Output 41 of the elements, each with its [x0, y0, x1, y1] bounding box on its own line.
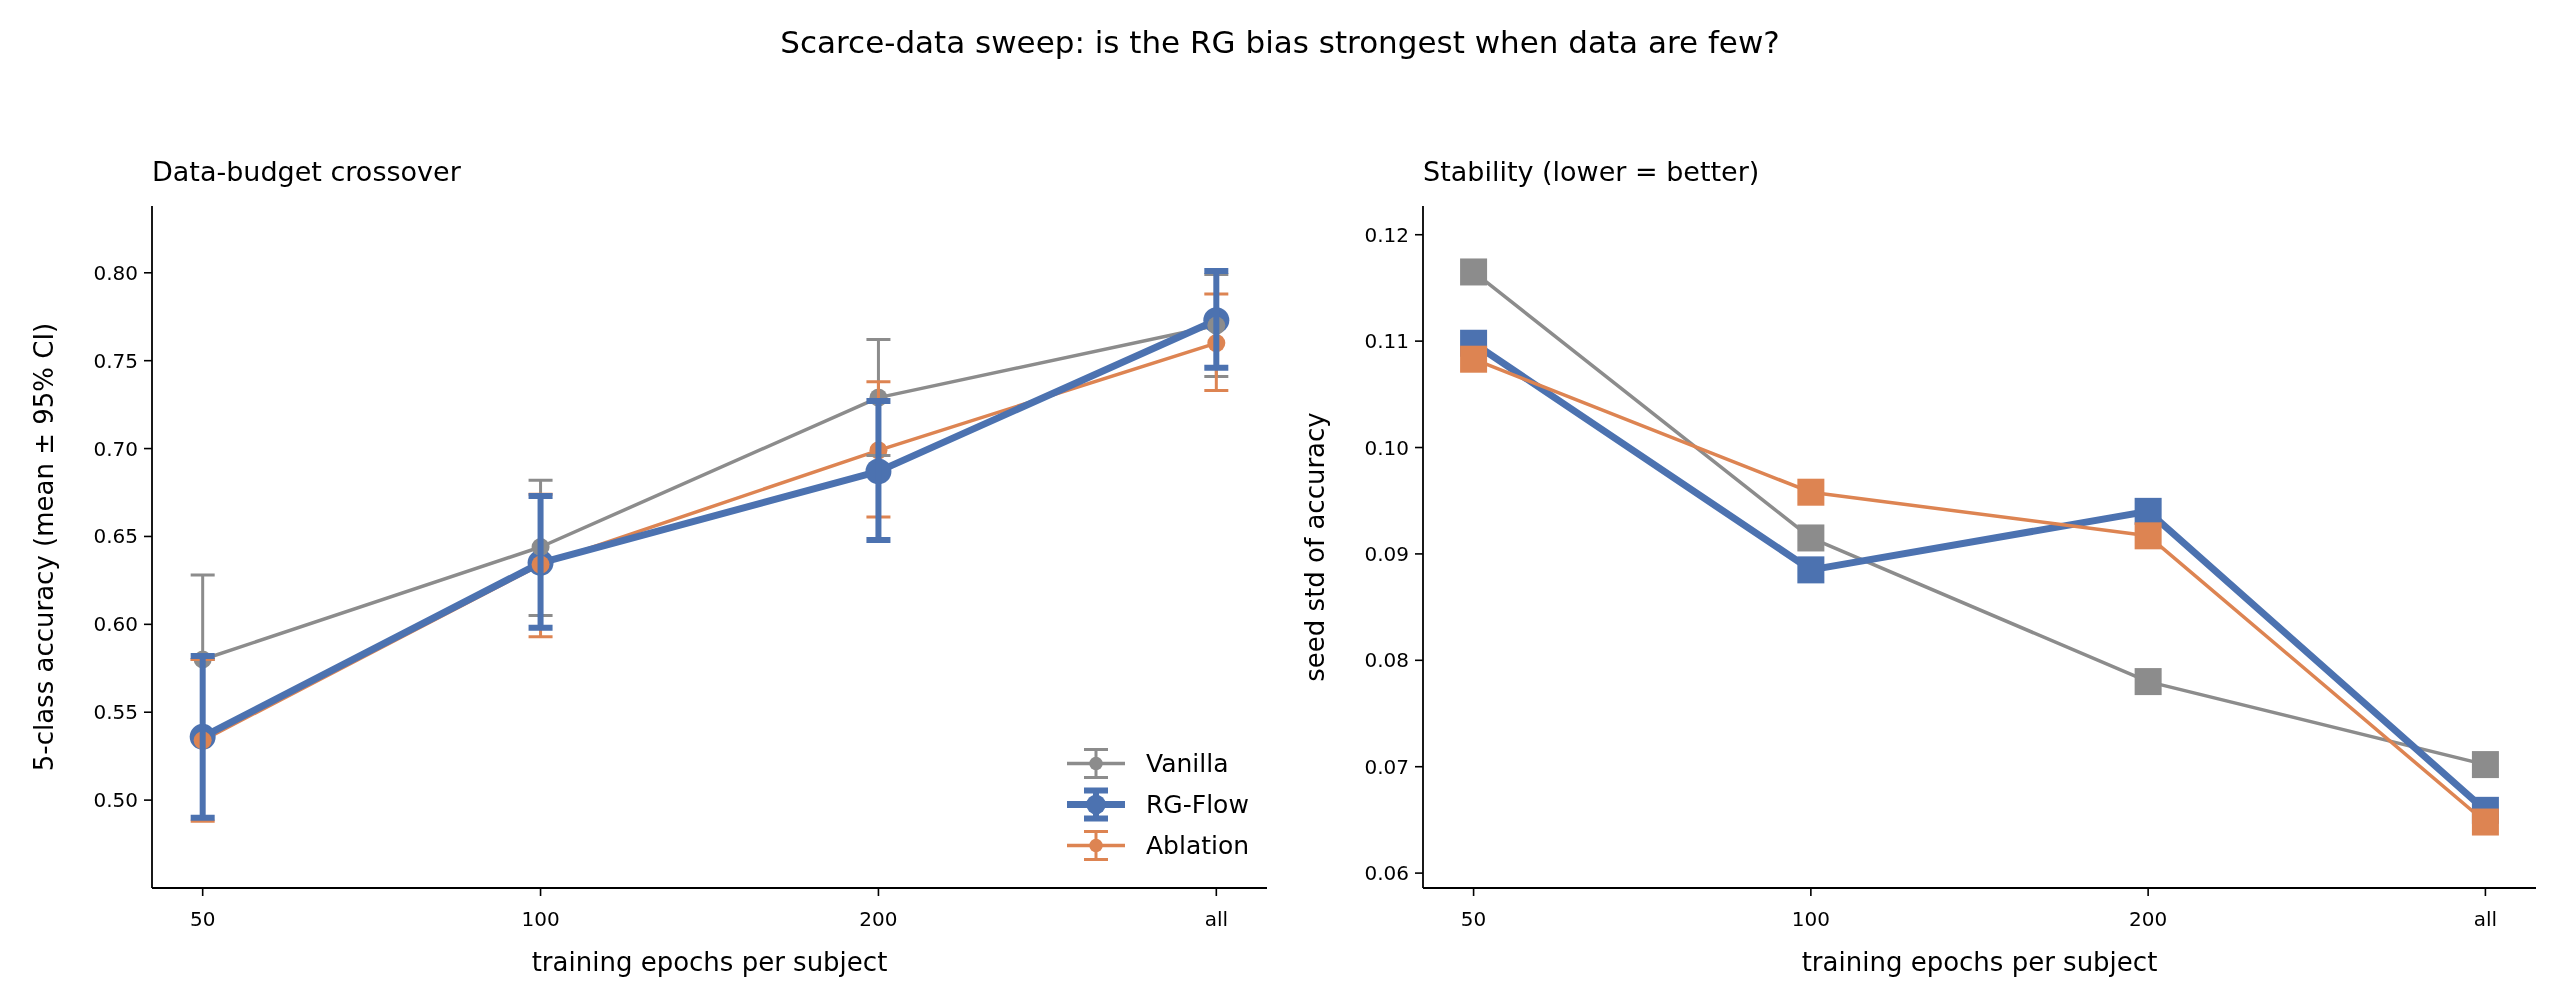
- x-tick-label: 200: [2129, 907, 2168, 931]
- x-tick-label: 50: [189, 907, 216, 931]
- y-tick-label: 0.10: [1364, 435, 1409, 460]
- y-tick-label: 0.08: [1364, 648, 1409, 673]
- legend-label: RG-Flow: [1146, 790, 1249, 820]
- legend-label: Ablation: [1146, 831, 1250, 861]
- chart-title: Stability (lower = better): [1423, 156, 1760, 187]
- point: [2471, 751, 2499, 779]
- y-tick-label: 0.70: [93, 436, 138, 461]
- x-tick-label: 50: [1460, 907, 1487, 931]
- y-tick-label: 0.12: [1364, 222, 1409, 247]
- y-tick-label: 0.65: [93, 524, 138, 549]
- point: [2134, 522, 2162, 550]
- y-tick-label: 0.09: [1364, 541, 1409, 566]
- y-tick-label: 0.60: [93, 612, 138, 637]
- point: [2471, 808, 2499, 836]
- x-tick-label: 100: [1791, 907, 1830, 931]
- chart-title: Data-budget crossover: [152, 156, 462, 187]
- x-tick-label: 100: [521, 907, 560, 931]
- y-tick-label: 0.07: [1364, 754, 1409, 779]
- point: [1460, 258, 1488, 286]
- y-tick-label: 0.11: [1364, 329, 1409, 354]
- point: [1460, 345, 1488, 373]
- x-axis-title: training epochs per subject: [531, 947, 888, 978]
- point: [1797, 556, 1825, 584]
- point: [1797, 478, 1825, 506]
- legend-label: Vanilla: [1146, 749, 1229, 779]
- y-tick-label: 0.55: [93, 700, 138, 725]
- x-tick-label: 200: [859, 907, 898, 931]
- point: [2134, 668, 2162, 696]
- x-tick-label: all: [2473, 907, 2498, 931]
- point: [1797, 524, 1825, 552]
- x-axis-title: training epochs per subject: [1801, 947, 2158, 978]
- y-tick-label: 0.06: [1364, 861, 1409, 886]
- y-axis-title: 5-class accuracy (mean ± 95% CI): [29, 322, 60, 772]
- y-tick-label: 0.80: [93, 260, 138, 285]
- y-tick-label: 0.50: [93, 788, 138, 813]
- y-axis-title: seed std of accuracy: [1300, 412, 1331, 682]
- x-tick-label: all: [1204, 907, 1229, 931]
- y-tick-label: 0.75: [93, 348, 138, 373]
- text: Scarce-data sweep: is the RG bias strongest when data are few?: [780, 23, 1780, 60]
